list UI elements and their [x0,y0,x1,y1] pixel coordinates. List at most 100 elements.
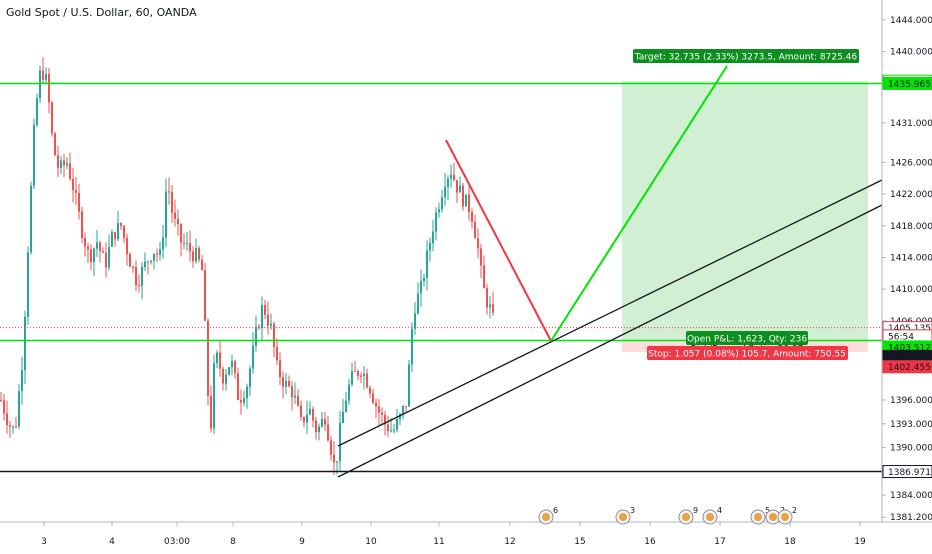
candle-body [126,237,128,255]
price-tick-label: 1381.200 [890,513,932,523]
candle-body [27,252,29,317]
candle-body [426,250,428,279]
open-pnl-label-box[interactable] [686,331,808,345]
trend-channel-lower[interactable] [337,204,883,478]
candle-body [171,192,173,213]
candle-body [99,242,101,252]
candle-body [330,440,332,455]
event-count-label: 6 [553,506,558,515]
candle-body [39,70,41,99]
candle-body [90,249,92,263]
candle-body [168,191,170,193]
candle-body [240,399,242,403]
candle-body [186,243,188,245]
candle-body [24,316,26,371]
candle-body [285,380,287,387]
target-label: Target: 32.735 (2.33%) 3273.5, Amount: 8… [634,53,858,63]
candle-body [477,238,479,249]
candle-body [198,247,200,260]
candle-body [468,194,470,213]
candle-body [324,418,326,425]
candle-body [213,363,215,429]
price-tag-support [882,465,932,479]
candle-body [420,280,422,294]
time-tick-label: 10 [365,537,377,547]
candle-body [141,267,143,286]
candle-body [195,247,197,262]
candle-body [21,370,23,392]
candle-body [225,374,227,384]
candle-body [18,391,20,427]
candle-body [204,270,206,321]
candle-body [33,124,35,186]
candle-body [45,73,47,80]
price-tick-label: 1444.000 [890,16,932,26]
candle-body [81,211,83,239]
candle-body [3,400,5,414]
candle-body [375,402,377,407]
stop-label-box[interactable] [647,346,848,360]
event-count-label: 4 [717,506,722,515]
candle-body [261,305,263,329]
target-zone[interactable] [622,81,868,341]
candle-body [15,426,17,428]
candle-body [441,197,443,210]
candle-body [117,222,119,239]
candle-body [252,345,254,369]
candle-body [219,352,221,369]
candle-body [393,429,395,431]
candle-body [135,267,137,286]
candle-body [147,261,149,263]
candle-body [102,251,104,253]
candle-body [165,191,167,238]
time-tick-label: 19 [854,537,866,547]
candle-body [207,320,209,397]
candle-body [270,323,272,326]
candle-body [255,326,257,346]
price-tag-stop-label: 1402.455 [888,363,931,373]
candle-body [402,406,404,414]
event-count-label: 5 [765,506,770,515]
candle-body [273,323,275,348]
trend-channel-upper[interactable] [337,179,883,447]
candle-body [396,418,398,430]
candle-body [9,425,11,427]
candle-body [279,360,281,378]
candle-body [363,373,365,377]
candle-body [339,423,341,462]
time-tick-label: 11 [433,537,444,547]
candle-body [282,377,284,387]
candle-body [438,209,440,213]
price-tick-label: 1396.000 [890,396,932,406]
candle-body [447,178,449,187]
event-count-label: 2 [792,506,797,515]
candle-body [480,248,482,266]
candle-body [234,361,236,374]
time-axis[interactable] [0,522,932,550]
candle-body [348,384,350,401]
candle-body [156,253,158,255]
price-tag-entry-dark-label: 1403.512 [888,353,931,363]
candle-body [57,155,59,168]
target-label-box[interactable] [633,49,859,63]
candle-body [453,174,455,181]
candle-body [105,252,107,268]
price-tag-upper-line [882,76,932,90]
time-tick-label: 17 [714,537,725,547]
candle-body [336,461,338,463]
candle-body [351,371,353,385]
candle-body [93,248,95,263]
projection-up-line[interactable] [550,65,728,342]
price-tag-entry-green-label: 1403.512 [888,343,931,353]
candle-body [372,393,374,403]
candle-body [54,133,56,156]
time-tick-label: 18 [784,537,796,547]
time-tick-label: 15 [574,537,585,547]
projection-down-line[interactable] [445,139,552,342]
candle-body [222,368,224,384]
price-axis[interactable] [882,0,932,550]
candle-body [492,304,494,313]
candle-body [459,185,461,193]
